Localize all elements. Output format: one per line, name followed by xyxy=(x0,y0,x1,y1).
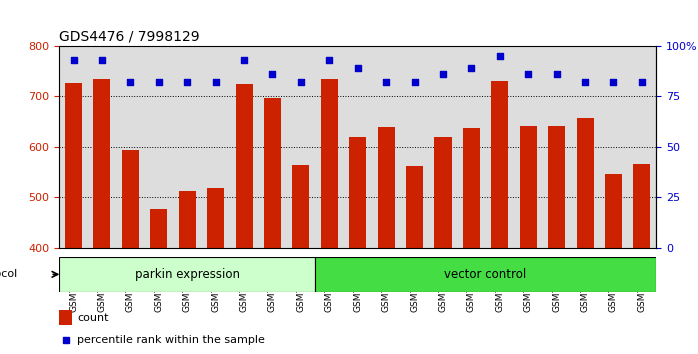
Bar xyxy=(59,310,73,325)
Point xyxy=(380,80,392,85)
Point xyxy=(181,80,193,85)
Point xyxy=(125,80,136,85)
Bar xyxy=(65,83,82,354)
Bar xyxy=(235,84,253,354)
Bar xyxy=(315,257,656,292)
Bar xyxy=(292,165,309,354)
Point xyxy=(466,65,477,71)
Point xyxy=(551,72,562,77)
Point xyxy=(438,72,449,77)
Text: parkin expression: parkin expression xyxy=(135,268,239,281)
Point xyxy=(579,80,591,85)
Bar xyxy=(179,191,195,354)
Bar xyxy=(59,257,315,292)
Point xyxy=(352,65,363,71)
Point xyxy=(295,80,306,85)
Point xyxy=(324,57,335,63)
Point xyxy=(608,80,619,85)
Bar xyxy=(577,118,593,354)
Bar xyxy=(94,79,110,354)
Text: percentile rank within the sample: percentile rank within the sample xyxy=(77,335,265,346)
Bar xyxy=(434,137,452,354)
Bar xyxy=(548,126,565,354)
Bar xyxy=(349,137,366,354)
Bar xyxy=(605,174,622,354)
Bar xyxy=(520,126,537,354)
Bar xyxy=(264,98,281,354)
Point xyxy=(153,80,164,85)
Bar xyxy=(150,209,168,354)
Bar xyxy=(633,164,651,354)
Text: vector control: vector control xyxy=(445,268,527,281)
Bar xyxy=(122,150,139,354)
Text: count: count xyxy=(77,313,109,323)
Bar xyxy=(463,128,480,354)
Bar xyxy=(321,79,338,354)
Bar xyxy=(207,188,224,354)
Text: protocol: protocol xyxy=(0,269,17,279)
Bar xyxy=(406,166,423,354)
Point xyxy=(637,80,648,85)
Point xyxy=(239,57,250,63)
Point xyxy=(96,57,107,63)
Text: GDS4476 / 7998129: GDS4476 / 7998129 xyxy=(59,29,200,44)
Point xyxy=(523,72,534,77)
Point xyxy=(494,53,505,59)
Point xyxy=(68,57,79,63)
Point xyxy=(210,80,221,85)
Point xyxy=(267,72,278,77)
Bar xyxy=(491,81,508,354)
Bar xyxy=(378,127,394,354)
Point xyxy=(409,80,420,85)
